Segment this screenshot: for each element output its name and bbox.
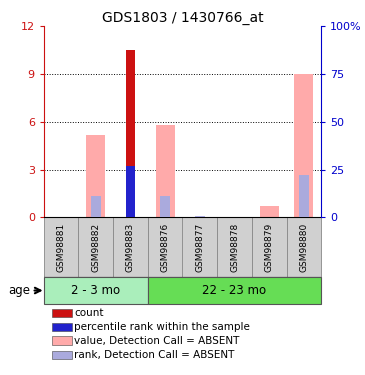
Text: GSM98882: GSM98882 — [91, 222, 100, 272]
Text: percentile rank within the sample: percentile rank within the sample — [74, 322, 250, 332]
Bar — [44, 217, 78, 277]
Bar — [78, 217, 113, 277]
Bar — [52, 309, 72, 317]
Bar — [195, 216, 205, 217]
Text: GSM98883: GSM98883 — [126, 222, 135, 272]
Bar — [126, 166, 135, 217]
Text: GSM98877: GSM98877 — [195, 222, 204, 272]
Bar — [113, 217, 148, 277]
Bar — [52, 336, 72, 345]
Bar — [148, 217, 182, 277]
Bar — [86, 135, 105, 217]
Bar — [126, 50, 135, 217]
Bar — [91, 196, 101, 217]
Bar — [252, 217, 287, 277]
Text: value, Detection Call = ABSENT: value, Detection Call = ABSENT — [74, 336, 240, 346]
Bar — [52, 323, 72, 331]
Bar — [287, 217, 321, 277]
Text: GSM98880: GSM98880 — [299, 222, 308, 272]
Bar — [160, 196, 170, 217]
Bar — [182, 217, 217, 277]
Bar — [155, 125, 175, 217]
Text: 22 - 23 mo: 22 - 23 mo — [203, 284, 266, 297]
Bar — [294, 74, 314, 217]
Title: GDS1803 / 1430766_at: GDS1803 / 1430766_at — [102, 11, 263, 25]
Text: GSM98881: GSM98881 — [57, 222, 66, 272]
Text: GSM98876: GSM98876 — [161, 222, 170, 272]
Bar — [260, 206, 279, 217]
Bar — [299, 175, 309, 217]
Text: age: age — [8, 284, 30, 297]
Bar — [52, 351, 72, 359]
Text: GSM98879: GSM98879 — [265, 222, 274, 272]
Text: count: count — [74, 308, 104, 318]
Bar — [148, 277, 321, 304]
Bar — [44, 277, 148, 304]
Text: rank, Detection Call = ABSENT: rank, Detection Call = ABSENT — [74, 350, 235, 360]
Text: 2 - 3 mo: 2 - 3 mo — [71, 284, 120, 297]
Text: GSM98878: GSM98878 — [230, 222, 239, 272]
Bar — [217, 217, 252, 277]
